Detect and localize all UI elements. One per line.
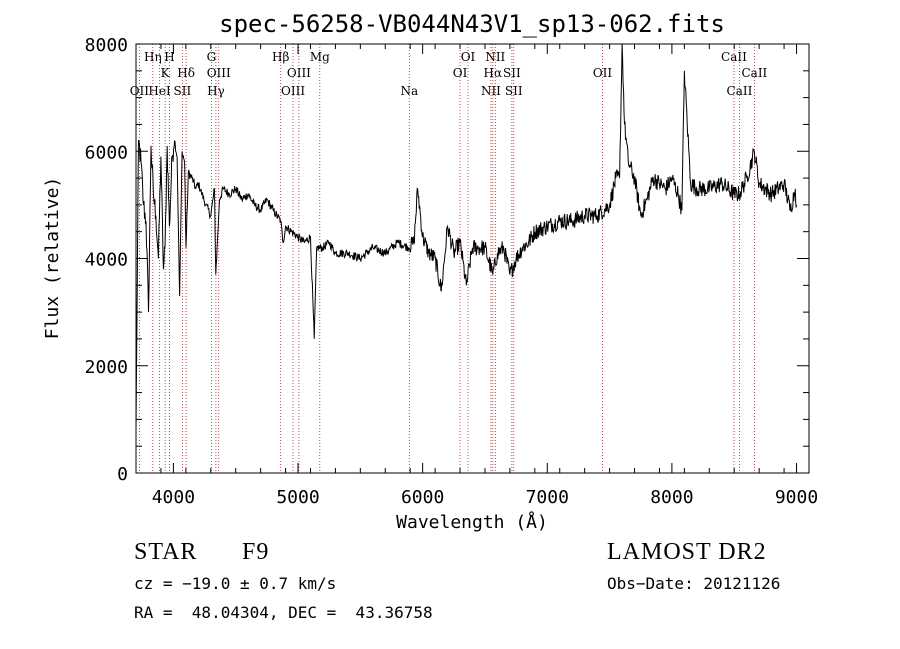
line-label: H (164, 50, 174, 64)
line-label: SII (505, 84, 523, 98)
axis-ticks: 4000 5000 6000 7000 8000 9000 0 2000 4000 6000 800… (85, 35, 819, 508)
x-tick-label: 9000 (775, 487, 818, 508)
line-label: SII (174, 84, 192, 98)
line-label: G (207, 50, 217, 64)
y-tick-label: 0 (117, 464, 128, 485)
line-label: NII (481, 84, 501, 98)
line-label: Hβ (272, 50, 289, 64)
x-axis-label: Wavelength (Å) (396, 511, 548, 533)
line-label: Hη (144, 50, 162, 64)
line-label: OI (453, 66, 468, 80)
x-tick-label: 5000 (276, 487, 319, 508)
x-tick-label: 7000 (526, 487, 569, 508)
line-label: Hα (484, 66, 503, 80)
chart-title: spec-56258-VB044N43V1_sp13-062.fits (219, 10, 725, 38)
line-label: NII (485, 50, 505, 64)
y-tick-label: 6000 (85, 142, 128, 163)
spectral-line-markers: OII Hη HeI KH SII Hδ G Hγ OIII Hβ OIII OIII Mg Na OI OI… (130, 44, 768, 473)
line-label: HeI (148, 84, 171, 98)
line-label: OI (461, 50, 476, 64)
coordinates: RA = 48.04304, DEC = 43.36758 (134, 603, 433, 622)
line-label: CaII (727, 84, 753, 98)
line-label: OIII (287, 66, 311, 80)
survey-name: LAMOST DR2 (607, 539, 767, 565)
line-label: CaII (721, 50, 747, 64)
x-tick-label: 4000 (152, 487, 195, 508)
line-label: CaII (741, 66, 767, 80)
line-label: OII (593, 66, 613, 80)
line-label: Mg (310, 50, 330, 64)
y-axis-label: Flux (relative) (42, 177, 63, 340)
obs-date: Obs−Date: 20121126 (607, 574, 781, 593)
line-label: OII (130, 84, 150, 98)
line-label: SII (503, 66, 521, 80)
line-label: OIII (281, 84, 305, 98)
redshift-text: cz = −19.0 ± 0.7 km/s (134, 574, 337, 593)
object-class: STAR (134, 539, 198, 565)
line-label: Na (400, 84, 418, 98)
object-subclass: F9 (242, 539, 270, 565)
line-label: K (161, 66, 171, 80)
spectrum-line (135, 43, 797, 431)
line-label: Hγ (207, 84, 225, 98)
plot-frame (135, 43, 810, 474)
x-tick-label: 8000 (650, 487, 693, 508)
y-tick-label: 8000 (85, 35, 128, 56)
y-tick-label: 4000 (85, 250, 128, 271)
line-label: OIII (207, 66, 231, 80)
x-tick-label: 6000 (401, 487, 444, 508)
y-tick-label: 2000 (85, 357, 128, 378)
line-label: Hδ (177, 66, 195, 80)
